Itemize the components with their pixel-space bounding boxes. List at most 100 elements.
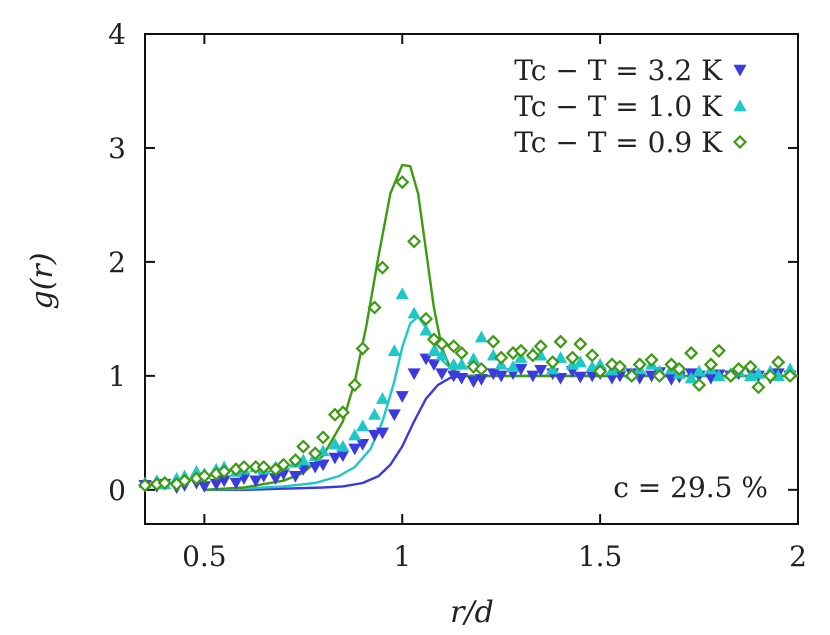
data-point-series-3 xyxy=(644,352,659,367)
data-point-series-2 xyxy=(419,323,433,336)
data-point-series-2 xyxy=(692,364,706,377)
data-points xyxy=(137,175,798,495)
data-point-series-3 xyxy=(347,377,362,393)
data-point-series-3 xyxy=(711,343,726,358)
data-point-series-3 xyxy=(684,346,699,361)
data-point-series-3 xyxy=(573,336,588,352)
data-point-series-3 xyxy=(632,357,647,372)
y-tick-label: 2 xyxy=(108,246,126,279)
data-point-series-1 xyxy=(316,459,330,472)
data-point-series-3 xyxy=(256,459,271,475)
data-point-series-3 xyxy=(692,377,707,393)
data-point-series-1 xyxy=(395,391,409,403)
data-point-series-1 xyxy=(288,470,302,483)
data-point-series-1 xyxy=(435,368,449,381)
data-point-series-3 xyxy=(177,473,192,488)
data-point-series-2 xyxy=(466,352,480,364)
data-point-series-3 xyxy=(565,350,580,365)
legend-label-series-1: Tc − T = 3.2 K xyxy=(514,54,723,87)
x-tick-label: 1 xyxy=(393,540,411,573)
x-tick-labels: 0.5 1 1.5 2 xyxy=(182,540,807,573)
data-point-series-1 xyxy=(328,452,342,465)
data-point-series-1 xyxy=(348,443,362,456)
data-point-series-1 xyxy=(704,372,718,385)
data-point-series-3 xyxy=(486,334,501,349)
data-point-series-2 xyxy=(375,392,389,404)
data-point-series-3 xyxy=(157,475,172,491)
data-point-series-2 xyxy=(712,369,726,382)
data-point-series-3 xyxy=(771,355,786,370)
data-point-series-2 xyxy=(751,367,765,379)
data-point-series-3 xyxy=(743,359,758,374)
data-point-series-1 xyxy=(427,359,441,371)
legend-marker-series-2 xyxy=(733,99,747,112)
data-point-series-3 xyxy=(474,361,489,377)
data-point-series-1 xyxy=(209,478,223,491)
data-point-series-2 xyxy=(336,440,350,452)
data-point-series-3 xyxy=(703,357,718,372)
data-point-series-3 xyxy=(296,439,311,454)
legend-marker-series-1 xyxy=(733,64,747,77)
data-point-series-3 xyxy=(593,364,608,379)
data-point-series-2 xyxy=(328,437,342,450)
data-point-series-2 xyxy=(427,344,441,356)
data-point-series-1 xyxy=(514,363,528,376)
annotation-concentration: c = 29.5 % xyxy=(613,471,768,504)
data-point-series-1 xyxy=(605,372,619,385)
data-point-series-1 xyxy=(455,372,469,385)
data-point-series-3 xyxy=(375,260,390,275)
data-point-series-3 xyxy=(434,336,449,352)
data-point-series-3 xyxy=(783,368,798,383)
data-point-series-3 xyxy=(355,341,370,356)
legend: Tc − T = 3.2 K Tc − T = 1.0 K Tc − T = 0… xyxy=(514,54,748,159)
x-tick-label: 0.5 xyxy=(182,540,227,573)
fit-curve-series-3 xyxy=(204,163,798,491)
data-point-series-1 xyxy=(526,370,540,383)
data-point-series-3 xyxy=(418,311,434,326)
data-point-series-3 xyxy=(545,355,560,370)
data-point-series-1 xyxy=(474,374,488,386)
data-point-series-3 xyxy=(553,334,568,349)
data-point-series-1 xyxy=(368,429,382,442)
data-point-series-1 xyxy=(336,450,350,463)
data-point-series-1 xyxy=(573,371,587,384)
data-point-series-3 xyxy=(335,405,350,420)
data-point-series-3 xyxy=(525,348,540,363)
data-point-series-2 xyxy=(783,362,797,375)
data-point-series-1 xyxy=(375,427,389,440)
data-point-series-3 xyxy=(407,234,422,249)
plot-frame xyxy=(144,33,799,525)
data-point-series-2 xyxy=(387,344,401,356)
data-point-series-3 xyxy=(494,350,509,365)
data-point-series-2 xyxy=(474,330,488,343)
data-point-series-2 xyxy=(573,355,587,368)
data-point-series-3 xyxy=(454,346,469,361)
data-point-series-3 xyxy=(316,430,331,445)
data-point-series-3 xyxy=(137,478,153,493)
data-point-series-1 xyxy=(407,368,421,381)
x-tick-label: 1.5 xyxy=(578,540,623,573)
data-point-series-2 xyxy=(356,419,370,432)
legend-label-series-2: Tc − T = 1.0 K xyxy=(514,90,723,123)
data-point-series-3 xyxy=(308,446,323,461)
legend-label-series-3: Tc − T = 0.9 K xyxy=(514,126,723,159)
data-point-series-2 xyxy=(506,360,520,372)
data-point-series-3 xyxy=(236,459,251,475)
data-point-series-2 xyxy=(455,357,469,370)
data-point-series-1 xyxy=(554,372,568,385)
x-tick-label: 2 xyxy=(789,540,807,573)
data-point-series-3 xyxy=(288,453,303,468)
x-axis-label: r/d xyxy=(450,595,494,630)
data-point-series-1 xyxy=(387,409,401,422)
data-point-series-3 xyxy=(751,380,766,395)
data-point-series-3 xyxy=(446,339,461,354)
data-point-series-2 xyxy=(435,348,449,361)
data-point-series-1 xyxy=(197,481,211,493)
data-point-series-2 xyxy=(407,306,421,319)
data-point-series-3 xyxy=(513,343,529,358)
data-point-series-3 xyxy=(367,300,382,315)
fit-curves xyxy=(204,163,798,491)
data-point-series-3 xyxy=(585,348,600,363)
data-point-series-3 xyxy=(723,368,738,383)
data-point-series-3 xyxy=(763,368,778,383)
